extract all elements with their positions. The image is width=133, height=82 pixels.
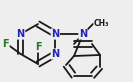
Text: N: N (79, 29, 87, 39)
Text: N: N (51, 49, 59, 59)
Text: F: F (35, 42, 41, 52)
Text: N: N (17, 29, 25, 39)
Text: N: N (51, 29, 59, 39)
Text: CH₃: CH₃ (94, 19, 109, 27)
Text: F: F (2, 39, 9, 49)
